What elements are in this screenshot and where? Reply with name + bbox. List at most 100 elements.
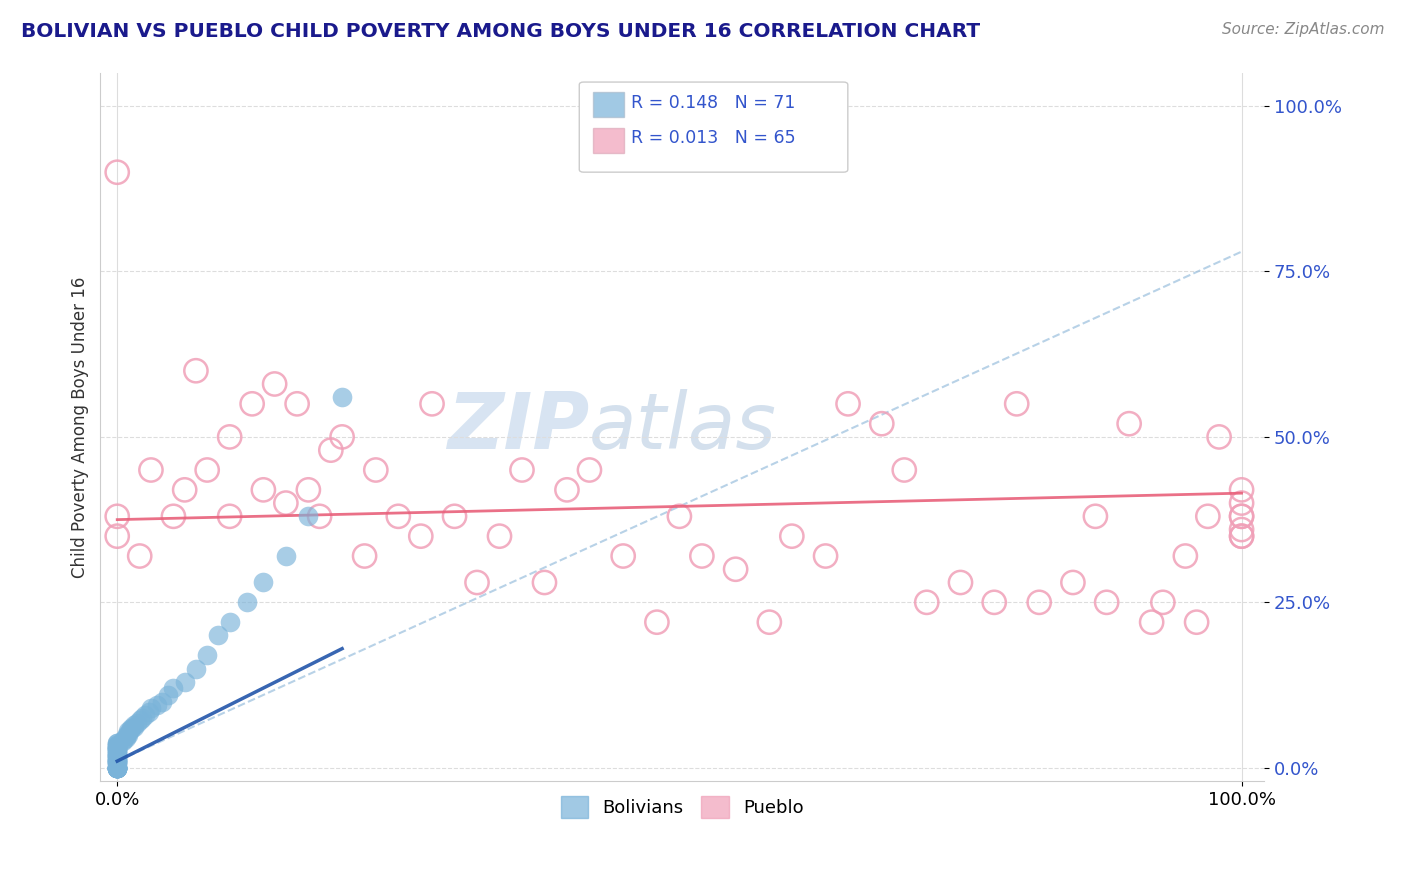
Point <box>105 753 128 767</box>
Point <box>387 509 409 524</box>
Point <box>319 443 342 458</box>
Point <box>105 736 128 750</box>
Point <box>1230 483 1253 497</box>
Point <box>1140 615 1163 630</box>
Text: atlas: atlas <box>589 389 778 465</box>
Point <box>105 744 128 758</box>
Point <box>465 575 488 590</box>
Point <box>115 729 138 743</box>
Point <box>105 761 128 775</box>
Point <box>252 575 274 590</box>
Point <box>156 688 179 702</box>
Point <box>122 720 145 734</box>
Point <box>330 390 353 404</box>
Point <box>1005 397 1028 411</box>
Point <box>105 746 128 760</box>
Point <box>105 761 128 775</box>
Point <box>1197 509 1219 524</box>
Point <box>274 496 297 510</box>
Point <box>1084 509 1107 524</box>
Point <box>274 549 297 563</box>
Point <box>105 746 128 760</box>
Point <box>162 681 184 696</box>
Point <box>195 463 218 477</box>
Point <box>353 549 375 563</box>
Point <box>105 509 128 524</box>
Point <box>252 483 274 497</box>
Point <box>409 529 432 543</box>
Point <box>1230 523 1253 537</box>
Point <box>105 739 128 754</box>
Legend: Bolivians, Pueblo: Bolivians, Pueblo <box>554 789 811 825</box>
Point <box>105 761 128 775</box>
Point <box>120 721 142 735</box>
Point <box>533 575 555 590</box>
Point <box>1185 615 1208 630</box>
Point <box>983 595 1005 609</box>
Point <box>218 509 240 524</box>
Point <box>117 728 139 742</box>
Text: ZIP: ZIP <box>447 389 589 465</box>
Point <box>240 397 263 411</box>
Point <box>105 736 128 750</box>
Point <box>150 695 173 709</box>
Point <box>105 165 128 179</box>
Point <box>690 549 713 563</box>
Point <box>105 751 128 765</box>
Point <box>105 738 128 752</box>
Point <box>105 761 128 775</box>
Point <box>162 509 184 524</box>
Point <box>263 376 285 391</box>
Text: R = 0.148   N = 71: R = 0.148 N = 71 <box>631 94 796 112</box>
Point <box>207 628 229 642</box>
Point <box>780 529 803 543</box>
Point <box>122 718 145 732</box>
Point <box>1230 509 1253 524</box>
Point <box>105 761 128 775</box>
Point <box>105 761 128 775</box>
Point <box>105 744 128 758</box>
Point <box>105 742 128 756</box>
Point <box>105 529 128 543</box>
Point <box>138 705 160 719</box>
Point <box>814 549 837 563</box>
Point <box>115 731 138 745</box>
Point <box>1230 509 1253 524</box>
Point <box>1230 529 1253 543</box>
Point <box>184 661 207 675</box>
Point <box>145 698 167 712</box>
Text: BOLIVIAN VS PUEBLO CHILD POVERTY AMONG BOYS UNDER 16 CORRELATION CHART: BOLIVIAN VS PUEBLO CHILD POVERTY AMONG B… <box>21 22 980 41</box>
Point <box>668 509 690 524</box>
Point <box>1174 549 1197 563</box>
Point <box>949 575 972 590</box>
Point <box>1095 595 1118 609</box>
Point <box>105 756 128 770</box>
Point <box>105 761 128 775</box>
Point <box>915 595 938 609</box>
Point <box>105 761 128 775</box>
Point <box>218 430 240 444</box>
Point <box>173 674 195 689</box>
Point <box>120 723 142 737</box>
Point <box>758 615 780 630</box>
Point <box>1152 595 1174 609</box>
Point <box>105 757 128 772</box>
Point <box>105 753 128 767</box>
Point <box>111 734 134 748</box>
Point <box>105 754 128 768</box>
Text: Source: ZipAtlas.com: Source: ZipAtlas.com <box>1222 22 1385 37</box>
Point <box>837 397 859 411</box>
Point <box>105 761 128 775</box>
Point <box>105 740 128 755</box>
Point <box>235 595 257 609</box>
Point <box>893 463 915 477</box>
Text: R = 0.013   N = 65: R = 0.013 N = 65 <box>631 129 796 147</box>
Point <box>105 757 128 772</box>
Point <box>1118 417 1140 431</box>
Point <box>105 738 128 752</box>
Point <box>488 529 510 543</box>
Point <box>139 463 162 477</box>
Point <box>105 747 128 762</box>
Point <box>105 761 128 775</box>
Point <box>612 549 634 563</box>
